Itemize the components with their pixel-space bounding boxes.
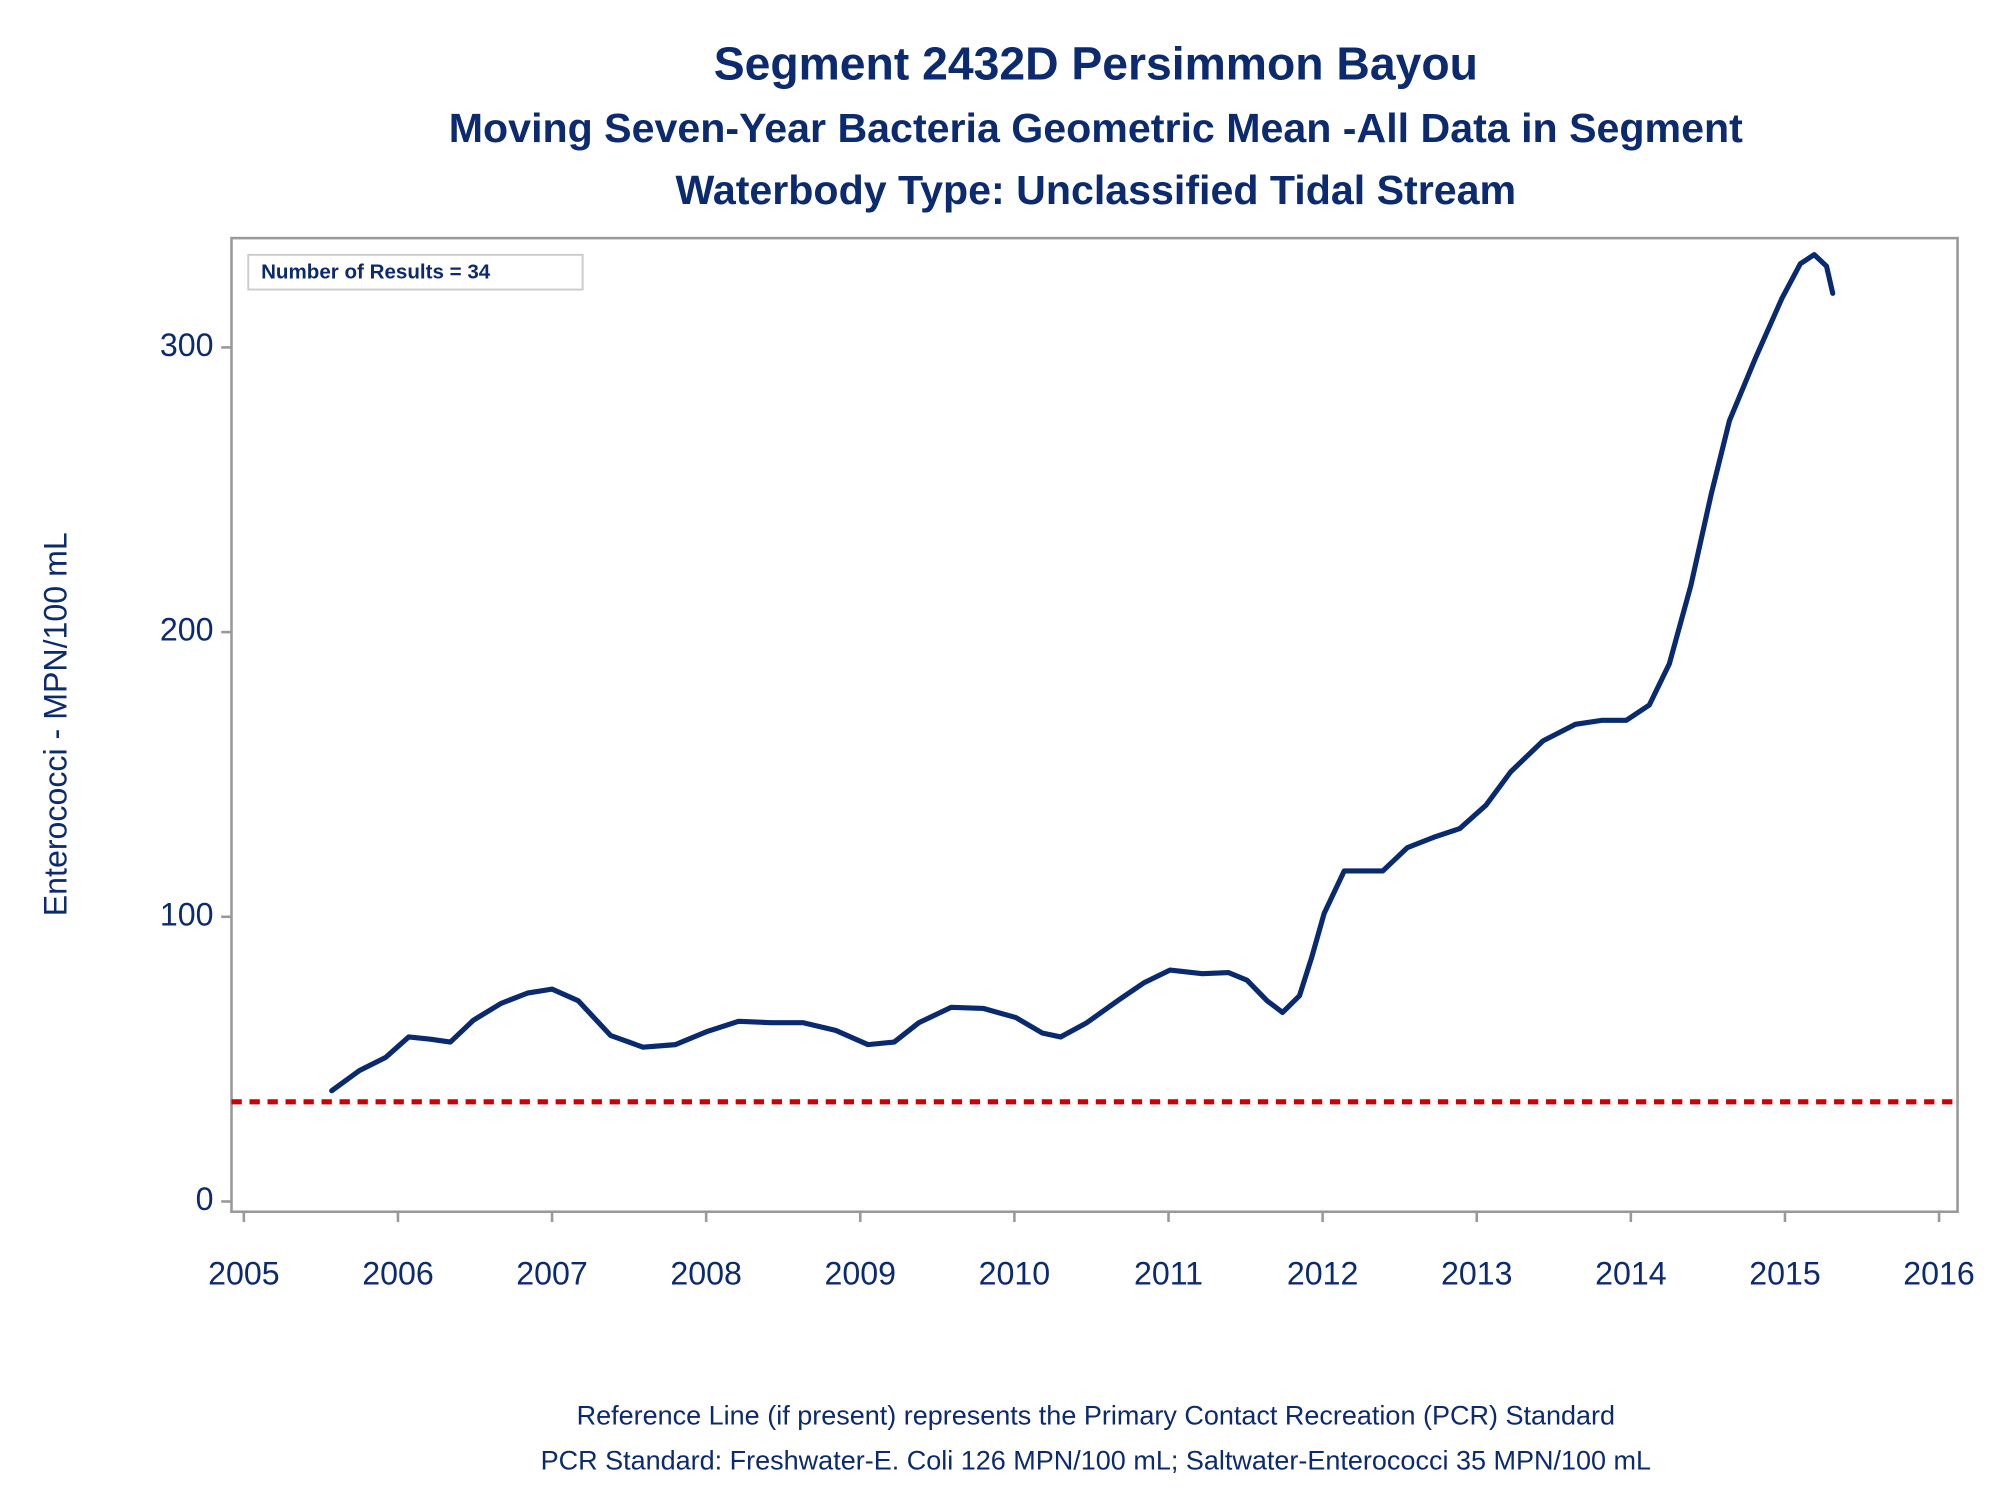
- x-tick-label: 2009: [825, 1256, 897, 1292]
- y-tick-label: 200: [160, 612, 214, 648]
- annotation: Number of Results = 34: [261, 260, 491, 283]
- x-tick-label: 2016: [1903, 1256, 1975, 1292]
- y-tick-label: 300: [160, 327, 214, 363]
- x-tick-label: 2014: [1595, 1256, 1667, 1292]
- plot-frame: [230, 236, 1959, 1214]
- chart-subtitle: Moving Seven-Year Bacteria Geometric Mea…: [449, 105, 1743, 151]
- x-tick-label: 2006: [362, 1256, 434, 1292]
- y-tick-label: 0: [196, 1181, 214, 1217]
- footnote: Reference Line (if present) represents t…: [577, 1401, 1615, 1431]
- x-tick-label: 2007: [516, 1256, 588, 1292]
- chart-title: Segment 2432D Persimmon Bayou: [714, 37, 1478, 89]
- data-line: [329, 252, 1836, 1094]
- x-tick-label: 2013: [1441, 1256, 1513, 1292]
- footnote: PCR Standard: Freshwater-E. Coli 126 MPN…: [541, 1446, 1651, 1476]
- x-tick-label: 2012: [1287, 1256, 1359, 1292]
- x-tick-label: 2005: [208, 1256, 280, 1292]
- annotation-box: [247, 253, 584, 291]
- y-axis-label: Enterococci - MPN/100 mL: [37, 532, 73, 916]
- chart-subtitle: Waterbody Type: Unclassified Tidal Strea…: [676, 167, 1517, 213]
- y-tick-label: 100: [160, 896, 214, 932]
- x-tick-label: 2010: [979, 1256, 1051, 1292]
- x-tick-label: 2011: [1134, 1256, 1203, 1292]
- x-tick-label: 2015: [1749, 1256, 1821, 1292]
- x-tick-label: 2008: [670, 1256, 742, 1292]
